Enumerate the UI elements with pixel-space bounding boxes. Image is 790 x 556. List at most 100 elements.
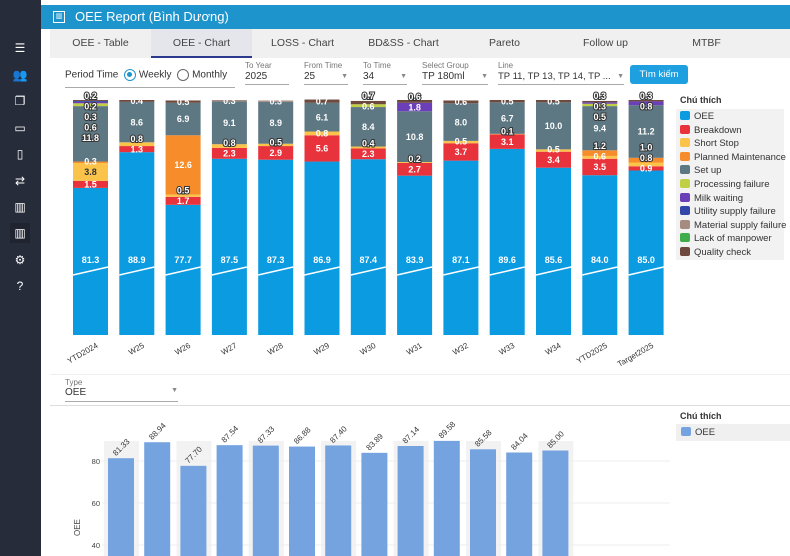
bar-segment[interactable]	[258, 146, 294, 160]
bar[interactable]	[397, 446, 424, 556]
legend-item[interactable]: Material supply failure	[680, 219, 786, 231]
tab-bd-ss-chart[interactable]: BD&SS - Chart	[368, 37, 439, 49]
tab-oee-chart[interactable]: OEE - Chart	[151, 29, 252, 58]
bar-segment[interactable]	[119, 152, 155, 335]
bar[interactable]	[252, 445, 279, 556]
bar-segment[interactable]	[536, 100, 571, 103]
gear-icon[interactable]: ⚙	[14, 253, 26, 267]
bar[interactable]	[325, 445, 352, 556]
bar-segment[interactable]	[350, 100, 386, 105]
tab-follow-up[interactable]: Follow up	[583, 37, 628, 49]
bar-segment[interactable]	[73, 187, 108, 335]
bar-segment[interactable]	[536, 151, 571, 168]
bar-segment[interactable]	[119, 101, 155, 143]
monitor-icon[interactable]: ▭	[14, 121, 26, 135]
bar-segment[interactable]	[258, 100, 294, 102]
bar-segment[interactable]	[628, 101, 664, 106]
users-icon[interactable]: 👥	[12, 68, 28, 82]
tablet-icon[interactable]: ▯	[16, 147, 24, 161]
bar-segment[interactable]	[73, 106, 108, 162]
tab-mtbf[interactable]: MTBF	[692, 37, 721, 49]
bar-segment[interactable]	[73, 180, 108, 188]
legend-item[interactable]: Short Stop	[680, 138, 739, 149]
bar-segment[interactable]	[350, 159, 386, 335]
bar-segment[interactable]	[165, 100, 201, 103]
bar-segment[interactable]	[443, 100, 479, 104]
bar-segment[interactable]	[582, 103, 618, 107]
bar-segment[interactable]	[397, 175, 433, 335]
bar-segment[interactable]	[304, 131, 340, 136]
bar[interactable]	[108, 458, 134, 556]
bar-segment[interactable]	[536, 149, 571, 152]
bar-segment[interactable]	[628, 100, 664, 102]
bar-segment[interactable]	[211, 100, 247, 102]
bar-segment[interactable]	[73, 100, 108, 101]
bar-segment[interactable]	[582, 100, 618, 103]
bar-segment[interactable]	[582, 158, 618, 176]
tab-loss-chart[interactable]: LOSS - Chart	[270, 37, 335, 49]
bar-segment[interactable]	[582, 175, 618, 335]
bar-segment[interactable]	[443, 140, 479, 144]
bar-segment[interactable]	[443, 103, 479, 141]
bar-segment[interactable]	[582, 150, 618, 156]
help-icon[interactable]: ?	[16, 279, 24, 293]
group-select[interactable]: TP 180ml ▼	[422, 70, 488, 85]
bar-segment[interactable]	[304, 102, 340, 132]
bar-segment[interactable]	[350, 146, 386, 149]
bar-segment[interactable]	[73, 100, 108, 102]
from-time-select[interactable]: 25 ▼	[304, 70, 348, 85]
bar[interactable]	[216, 445, 243, 556]
bar-segment[interactable]	[258, 143, 294, 147]
bar-segment[interactable]	[211, 101, 247, 145]
weekly-label[interactable]: Weekly	[138, 69, 172, 81]
bar-segment[interactable]	[628, 105, 664, 158]
bar-segment[interactable]	[165, 194, 201, 197]
bar-segment[interactable]	[258, 101, 294, 144]
bar-segment[interactable]	[211, 158, 247, 335]
to-time-select[interactable]: 34 ▼	[363, 70, 407, 85]
bar-segment[interactable]	[628, 166, 664, 171]
legend-item[interactable]: Breakdown	[680, 124, 742, 136]
menu-list-icon[interactable]: ☰	[14, 41, 26, 55]
bar-segment[interactable]	[165, 135, 201, 195]
bar-segment[interactable]	[211, 144, 247, 148]
bar[interactable]	[144, 442, 171, 556]
bar[interactable]	[361, 452, 388, 556]
legend-item[interactable]: Lack of manpower	[680, 233, 772, 244]
bar-segment[interactable]	[119, 146, 155, 153]
weekly-radio[interactable]	[124, 69, 137, 81]
to-year-input[interactable]: 2025	[245, 70, 289, 85]
bar-segment[interactable]	[582, 155, 618, 159]
chart-active-icon[interactable]: ▥	[10, 223, 30, 243]
monthly-label[interactable]: Monthly	[192, 69, 228, 81]
bar[interactable]	[433, 440, 460, 556]
legend-item-oee[interactable]: OEE	[676, 424, 790, 441]
bar[interactable]	[289, 446, 315, 556]
bar-segment[interactable]	[165, 102, 201, 136]
line-select[interactable]: TP 11, TP 13, TP 14, TP ... ▼	[498, 70, 624, 85]
tab-pareto[interactable]: Pareto	[489, 37, 520, 49]
bar-segment[interactable]	[397, 102, 433, 112]
bar-segment[interactable]	[628, 170, 664, 336]
bar-segment[interactable]	[73, 162, 108, 181]
bar-segment[interactable]	[73, 161, 108, 163]
bar-segment[interactable]	[350, 148, 386, 160]
bar-segment[interactable]	[397, 111, 433, 163]
type-select[interactable]: OEE ▼	[65, 387, 178, 402]
legend-item[interactable]: OEE	[680, 111, 714, 122]
bar-segment[interactable]	[119, 100, 155, 102]
bar-segment[interactable]	[536, 167, 571, 335]
legend-item[interactable]: Processing failure	[680, 179, 770, 190]
legend-item[interactable]: Quality check	[680, 247, 751, 258]
bar-segment[interactable]	[258, 159, 294, 335]
tab-oee-table[interactable]: OEE - Table	[72, 37, 129, 49]
legend-item[interactable]: Set up	[680, 165, 721, 176]
bar-segment[interactable]	[489, 134, 525, 149]
legend-item[interactable]: Milk waiting	[680, 192, 743, 204]
bar[interactable]	[506, 452, 533, 556]
bar-segment[interactable]	[397, 100, 433, 103]
bar[interactable]	[180, 465, 207, 556]
bar-segment[interactable]	[489, 133, 525, 135]
bar-segment[interactable]	[397, 162, 433, 176]
bar-segment[interactable]	[304, 161, 340, 335]
